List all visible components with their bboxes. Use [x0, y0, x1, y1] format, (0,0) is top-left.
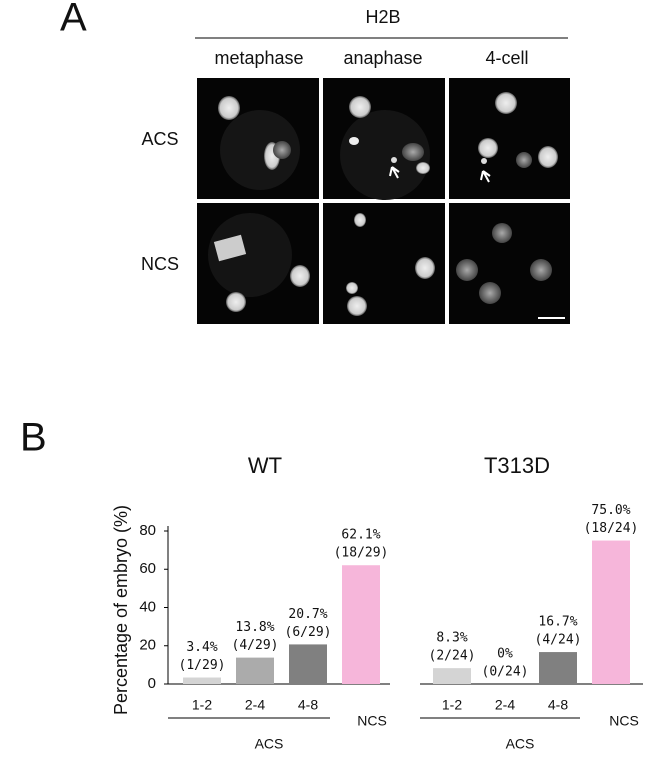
column-label: 4-cell: [485, 48, 528, 68]
y-tick-label: 20: [139, 637, 156, 654]
group-label: ACS: [506, 736, 535, 752]
bar: [183, 677, 221, 684]
y-tick-label: 40: [139, 598, 156, 615]
bar: [342, 565, 380, 684]
value-label: 20.7%: [288, 607, 327, 622]
chart-title: WT: [248, 453, 282, 478]
count-label: (0/24): [482, 665, 529, 680]
group-label: ACS: [255, 736, 284, 752]
count-label: (18/24): [584, 521, 639, 536]
x-tick-label: 4-8: [298, 697, 318, 713]
y-tick-label: 0: [148, 675, 156, 692]
panel-label: B: [20, 416, 47, 460]
row-label: NCS: [141, 254, 179, 274]
row-label: ACS: [141, 129, 178, 149]
value-label: 8.3%: [436, 631, 467, 646]
x-tick-label: NCS: [357, 713, 387, 729]
value-label: 3.4%: [186, 640, 217, 655]
count-label: (4/29): [232, 638, 279, 653]
count-label: (1/29): [179, 658, 226, 673]
value-label: 0%: [497, 647, 513, 662]
y-axis-label: Percentage of embryo (%): [111, 505, 131, 715]
y-tick-label: 80: [139, 522, 156, 539]
count-label: (6/29): [285, 625, 332, 640]
bar: [236, 657, 274, 684]
y-tick-label: 60: [139, 560, 156, 577]
x-tick-label: 4-8: [548, 697, 568, 713]
chart-title: T313D: [484, 453, 550, 478]
value-label: 75.0%: [591, 503, 630, 518]
bar: [289, 644, 327, 684]
count-label: (4/24): [535, 633, 582, 648]
stain-label: H2B: [365, 7, 400, 27]
micrographs: [197, 78, 570, 324]
bar: [539, 652, 577, 684]
x-tick-label: 1-2: [192, 697, 212, 713]
x-tick-label: 2-4: [495, 697, 515, 713]
count-label: (2/24): [429, 649, 476, 664]
value-label: 62.1%: [341, 528, 380, 543]
panel-label: A: [60, 0, 87, 40]
bar: [592, 540, 630, 684]
count-label: (18/29): [334, 546, 389, 561]
x-tick-label: NCS: [609, 713, 639, 729]
column-label: anaphase: [343, 48, 422, 68]
x-tick-label: 1-2: [442, 697, 462, 713]
value-label: 16.7%: [538, 615, 577, 630]
value-label: 13.8%: [235, 620, 274, 635]
x-tick-label: 2-4: [245, 697, 265, 713]
column-label: metaphase: [214, 48, 303, 68]
bar: [433, 668, 471, 684]
